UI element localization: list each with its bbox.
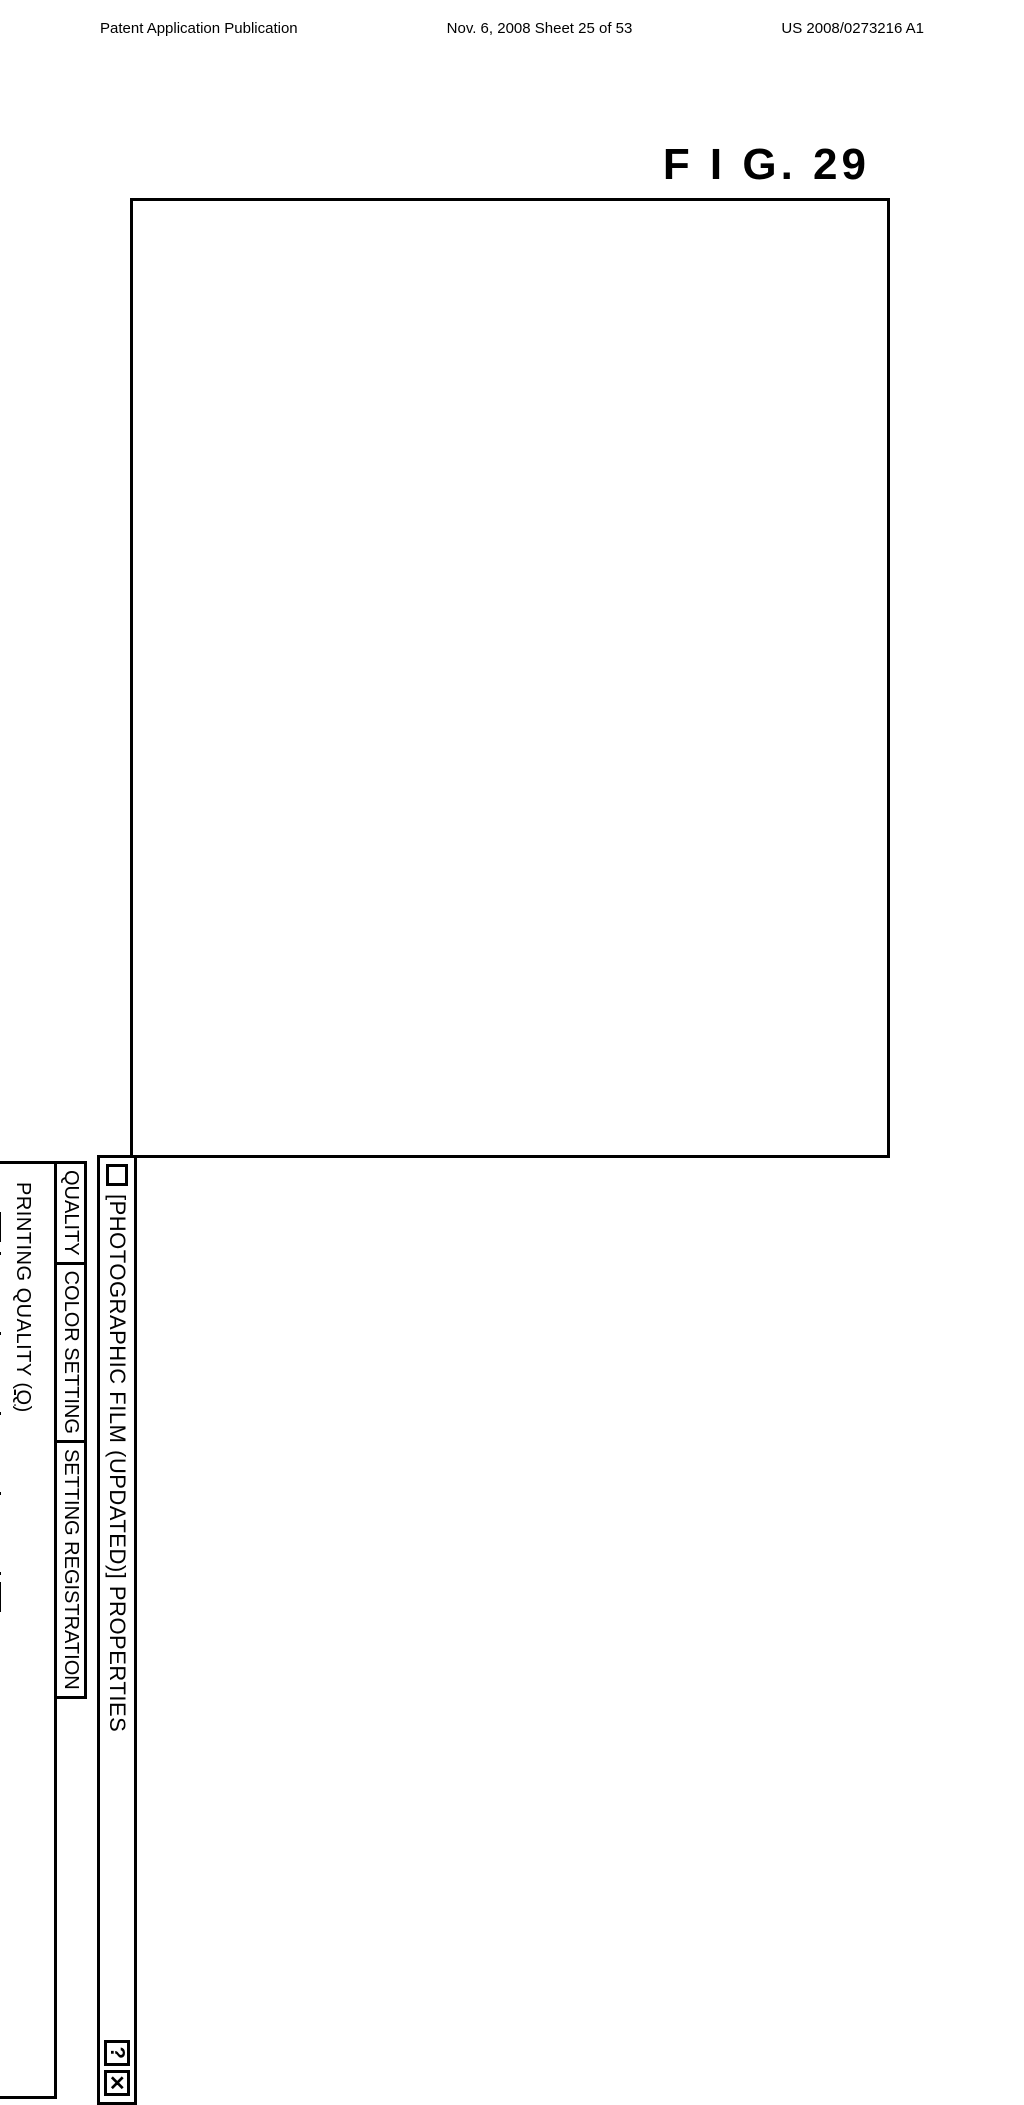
tab-quality[interactable]: QUALITY [57,1161,87,1265]
page-header: Patent Application Publication Nov. 6, 2… [0,0,1024,47]
sheet-label: Nov. 6, 2008 Sheet 25 of 53 [447,20,633,37]
slider-right-marker: a [0,1582,1,1612]
system-menu-icon[interactable] [106,1164,128,1186]
figure: F I G. 29 [PHOTOGRAPHIC FILM (UPDATED)] … [130,140,890,1158]
tab-setting-registration[interactable]: SETTING REGISTRATION [57,1440,87,1699]
quality-info: RESOLUTION 720 × 360dpi PRINTING MODE FI… [0,1662,1,1931]
close-button[interactable]: ✕ [104,2070,130,2096]
titlebar: [PHOTOGRAPHIC FILM (UPDATED)] PROPERTIES… [97,1155,137,2105]
tab-color-setting[interactable]: COLOR SETTING [57,1262,87,1443]
help-button[interactable]: ? [104,2040,130,2066]
properties-dialog: [PHOTOGRAPHIC FILM (UPDATED)] PROPERTIES… [0,1155,137,2105]
figure-label: F I G. 29 [130,140,890,190]
quality-slider[interactable]: a a HIGH SPEED [0,1212,1,1612]
dialog-title: [PHOTOGRAPHIC FILM (UPDATED)] PROPERTIES [104,1194,130,1732]
quality-panel: PRINTING QUALITY (Q) a [0,1161,57,2099]
pub-number: US 2008/0273216 A1 [781,20,924,37]
pub-label: Patent Application Publication [100,20,298,37]
slider-left-marker: a [0,1212,1,1242]
printing-quality-label: PRINTING QUALITY (Q) [11,1182,34,1413]
tabstrip: QUALITY COLOR SETTING SETTING REGISTRATI… [57,1155,97,2105]
dialog-frame: [PHOTOGRAPHIC FILM (UPDATED)] PROPERTIES… [130,198,890,1158]
